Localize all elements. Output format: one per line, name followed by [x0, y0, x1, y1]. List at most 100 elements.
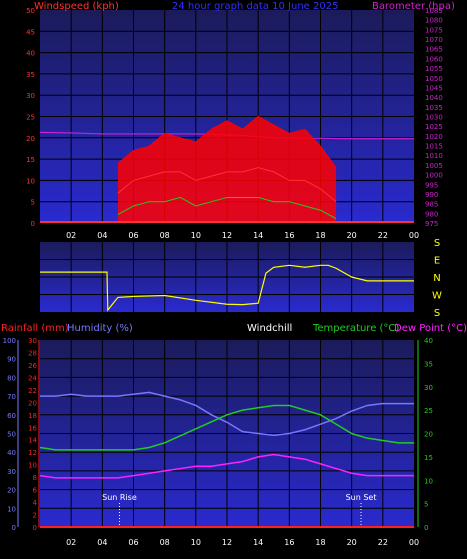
barometer-tick-label: 1010 — [425, 152, 443, 160]
x-tick-label: 00 — [409, 538, 419, 547]
windspeed-tick-label: 30 — [26, 92, 35, 100]
windspeed-line — [117, 167, 337, 203]
rainfall-tick-label: 18 — [28, 412, 37, 420]
humidity-axis-title: Humidity (%) — [67, 323, 133, 334]
humidity-tick-label: 50 — [7, 431, 16, 439]
x-tick-label: 18 — [315, 538, 325, 547]
barometer-tick-label: 980 — [425, 210, 438, 218]
x-tick-label: 04 — [97, 231, 107, 240]
x-tick-label: 16 — [284, 538, 294, 547]
rainfall-tick-label: 6 — [33, 487, 38, 495]
humidity-tick-label: 0 — [12, 524, 16, 532]
windspeed-tick-label: 5 — [31, 199, 35, 207]
humidity-tick-label: 90 — [7, 356, 16, 364]
barometer-tick-label: 1020 — [425, 133, 443, 141]
x-tick-label: 22 — [378, 538, 388, 547]
direction-label: S — [434, 238, 440, 249]
x-tick-label: 18 — [315, 231, 325, 240]
windspeed-axis-title: Windspeed (kph) — [34, 1, 119, 12]
rainfall-tick-label: 2 — [33, 512, 37, 520]
x-tick-label: 20 — [347, 538, 357, 547]
barometer-tick-label: 1080 — [425, 17, 443, 25]
barometer-tick-label: 975 — [425, 220, 438, 228]
x-tick-label: 12 — [222, 231, 232, 240]
rainfall-tick-label: 28 — [28, 349, 37, 357]
temperature-tick-label: 25 — [424, 407, 433, 415]
barometer-tick-label: 1040 — [425, 94, 443, 102]
humidity-tick-label: 60 — [7, 412, 16, 420]
barometer-tick-label: 1085 — [425, 7, 443, 15]
barometer-tick-label: 1005 — [425, 162, 443, 170]
x-tick-label: 04 — [97, 538, 107, 547]
x-tick-label: 14 — [253, 538, 263, 547]
direction-label: W — [432, 291, 442, 302]
rainfall-tick-label: 0 — [33, 524, 37, 532]
windspeed-tick-label: 40 — [26, 50, 35, 58]
humidity-tick-label: 80 — [7, 374, 16, 382]
temperature-tick-label: 15 — [424, 454, 433, 462]
temperature-line — [39, 404, 414, 451]
windspeed-tick-label: 45 — [26, 28, 35, 36]
humidity-tick-label: 100 — [3, 337, 16, 345]
x-tick-label: 06 — [128, 231, 138, 240]
barometer-tick-label: 985 — [425, 201, 438, 209]
x-tick-label: 02 — [66, 231, 76, 240]
rainfall-tick-label: 30 — [28, 337, 37, 345]
annotation-label: Sun Set — [346, 493, 377, 502]
windspeed-tick-label: 50 — [26, 7, 35, 15]
annotation-label: Sun Rise — [102, 493, 137, 502]
dewpoint-axis-title: Dew Point (°C) — [394, 323, 467, 334]
rainfall-tick-label: 8 — [33, 474, 37, 482]
barometer-tick-label: 1015 — [425, 143, 443, 151]
x-tick-label: 20 — [347, 231, 357, 240]
barometer-tick-label: 1060 — [425, 55, 443, 63]
temperature-tick-label: 35 — [424, 360, 433, 368]
rainfall-axis-title: Rainfall (mm) — [1, 323, 69, 334]
barometer-tick-label: 1065 — [425, 46, 443, 54]
temperature-tick-label: 20 — [424, 431, 433, 439]
x-tick-label: 06 — [128, 538, 138, 547]
barometer-tick-label: 990 — [425, 191, 438, 199]
x-tick-label: 10 — [191, 538, 201, 547]
x-tick-label: 22 — [378, 231, 388, 240]
temperature-tick-label: 40 — [424, 337, 433, 345]
temperature-axis-title: Temperature (°C) — [312, 323, 399, 334]
x-tick-label: 02 — [66, 538, 76, 547]
humidity-tick-label: 10 — [7, 505, 16, 513]
x-tick-label: 08 — [160, 538, 170, 547]
temperature-tick-label: 5 — [424, 501, 428, 509]
direction-label: N — [433, 273, 440, 284]
humidity-tick-label: 20 — [7, 487, 16, 495]
humidity-tick-label: 30 — [7, 468, 16, 476]
x-tick-label: 14 — [253, 231, 263, 240]
windspeed-tick-label: 25 — [26, 114, 35, 122]
barometer-tick-label: 1045 — [425, 84, 443, 92]
rainfall-tick-label: 10 — [28, 462, 37, 470]
x-tick-label: 16 — [284, 231, 294, 240]
humidity-tick-label: 40 — [7, 449, 16, 457]
dewpoint-line — [39, 453, 414, 479]
x-tick-label: 12 — [222, 538, 232, 547]
average-wind-line — [117, 196, 337, 220]
rainfall-tick-label: 4 — [33, 499, 38, 507]
direction-label: E — [434, 256, 440, 267]
temperature-tick-label: 10 — [424, 477, 433, 485]
rainfall-tick-label: 22 — [28, 387, 37, 395]
rainfall-tick-label: 16 — [28, 424, 37, 432]
rainfall-tick-label: 14 — [28, 437, 37, 445]
windchill-legend: Windchill — [247, 323, 292, 334]
barometer-tick-label: 1035 — [425, 104, 443, 112]
temperature-tick-label: 30 — [424, 384, 433, 392]
windspeed-tick-label: 0 — [31, 220, 35, 228]
windspeed-tick-label: 20 — [26, 135, 35, 143]
rainfall-tick-label: 20 — [28, 399, 37, 407]
barometer-tick-label: 995 — [425, 181, 438, 189]
windspeed-tick-label: 10 — [26, 177, 35, 185]
x-tick-label: 08 — [160, 231, 170, 240]
rainfall-tick-label: 24 — [28, 374, 37, 382]
barometer-tick-label: 1075 — [425, 26, 443, 34]
barometer-tick-label: 1000 — [425, 172, 443, 180]
